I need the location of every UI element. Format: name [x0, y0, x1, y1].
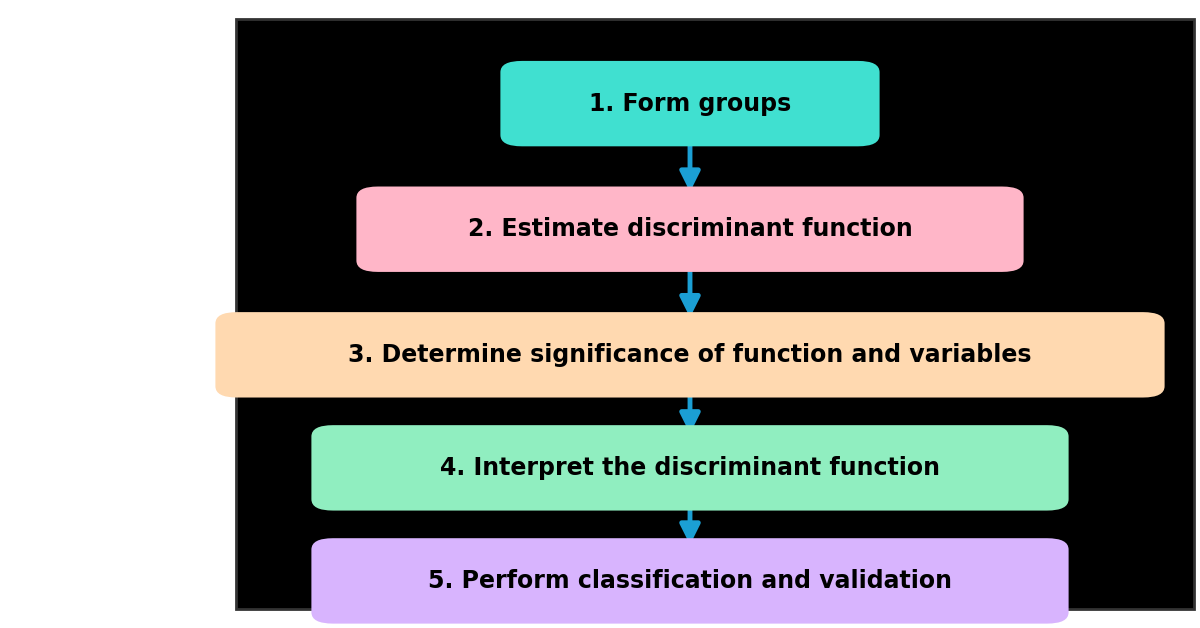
- FancyBboxPatch shape: [311, 538, 1068, 624]
- FancyBboxPatch shape: [236, 19, 1194, 609]
- FancyBboxPatch shape: [356, 187, 1024, 272]
- Text: 5. Perform classification and validation: 5. Perform classification and validation: [428, 569, 952, 593]
- Text: 3. Determine significance of function and variables: 3. Determine significance of function an…: [348, 343, 1032, 367]
- FancyBboxPatch shape: [311, 425, 1068, 511]
- Text: 1. Form groups: 1. Form groups: [589, 92, 791, 116]
- FancyBboxPatch shape: [215, 312, 1165, 398]
- Text: 4. Interpret the discriminant function: 4. Interpret the discriminant function: [440, 456, 940, 480]
- FancyBboxPatch shape: [500, 61, 880, 146]
- Text: 2. Estimate discriminant function: 2. Estimate discriminant function: [468, 217, 912, 241]
